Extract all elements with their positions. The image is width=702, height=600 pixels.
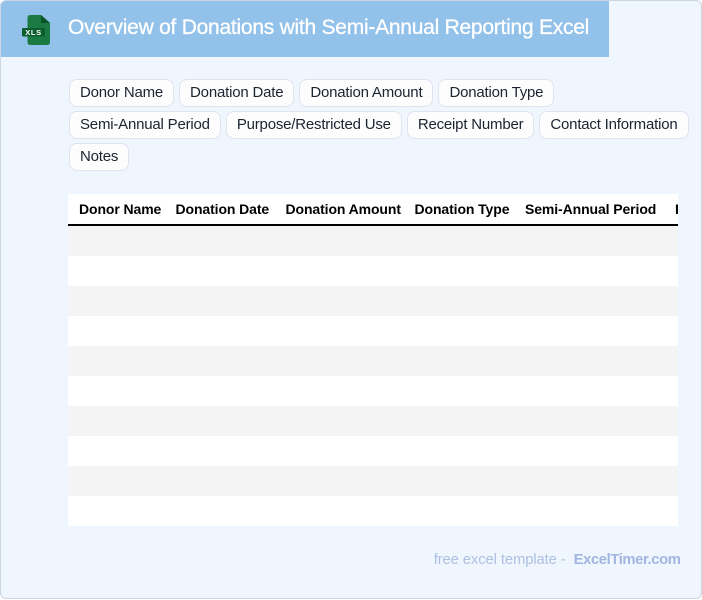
- svg-text:XLS: XLS: [25, 28, 41, 37]
